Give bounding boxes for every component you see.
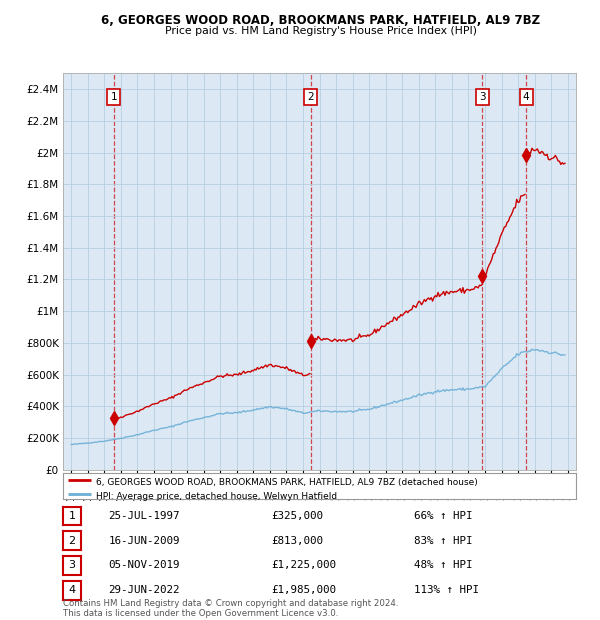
Text: 48% ↑ HPI: 48% ↑ HPI (413, 560, 472, 570)
Text: 4: 4 (523, 92, 530, 102)
Text: 66% ↑ HPI: 66% ↑ HPI (413, 511, 472, 521)
Text: £1,985,000: £1,985,000 (271, 585, 336, 595)
Text: 3: 3 (479, 92, 485, 102)
Text: £1,225,000: £1,225,000 (271, 560, 336, 570)
Text: 29-JUN-2022: 29-JUN-2022 (109, 585, 180, 595)
Text: 3: 3 (68, 560, 76, 570)
Text: 1: 1 (68, 511, 76, 521)
Text: £325,000: £325,000 (271, 511, 323, 521)
Text: HPI: Average price, detached house, Welwyn Hatfield: HPI: Average price, detached house, Welw… (97, 492, 337, 501)
Text: 83% ↑ HPI: 83% ↑ HPI (413, 536, 472, 546)
Text: 2: 2 (307, 92, 314, 102)
Text: 1: 1 (110, 92, 117, 102)
Text: 25-JUL-1997: 25-JUL-1997 (109, 511, 180, 521)
Text: 6, GEORGES WOOD ROAD, BROOKMANS PARK, HATFIELD, AL9 7BZ: 6, GEORGES WOOD ROAD, BROOKMANS PARK, HA… (101, 14, 541, 27)
Text: 16-JUN-2009: 16-JUN-2009 (109, 536, 180, 546)
Text: Price paid vs. HM Land Registry's House Price Index (HPI): Price paid vs. HM Land Registry's House … (165, 26, 477, 36)
Text: 113% ↑ HPI: 113% ↑ HPI (413, 585, 479, 595)
Text: £813,000: £813,000 (271, 536, 323, 546)
Text: 05-NOV-2019: 05-NOV-2019 (109, 560, 180, 570)
Text: 6, GEORGES WOOD ROAD, BROOKMANS PARK, HATFIELD, AL9 7BZ (detached house): 6, GEORGES WOOD ROAD, BROOKMANS PARK, HA… (97, 477, 478, 487)
Text: 2: 2 (68, 536, 76, 546)
Text: Contains HM Land Registry data © Crown copyright and database right 2024.
This d: Contains HM Land Registry data © Crown c… (63, 599, 398, 618)
Text: 4: 4 (68, 585, 76, 595)
